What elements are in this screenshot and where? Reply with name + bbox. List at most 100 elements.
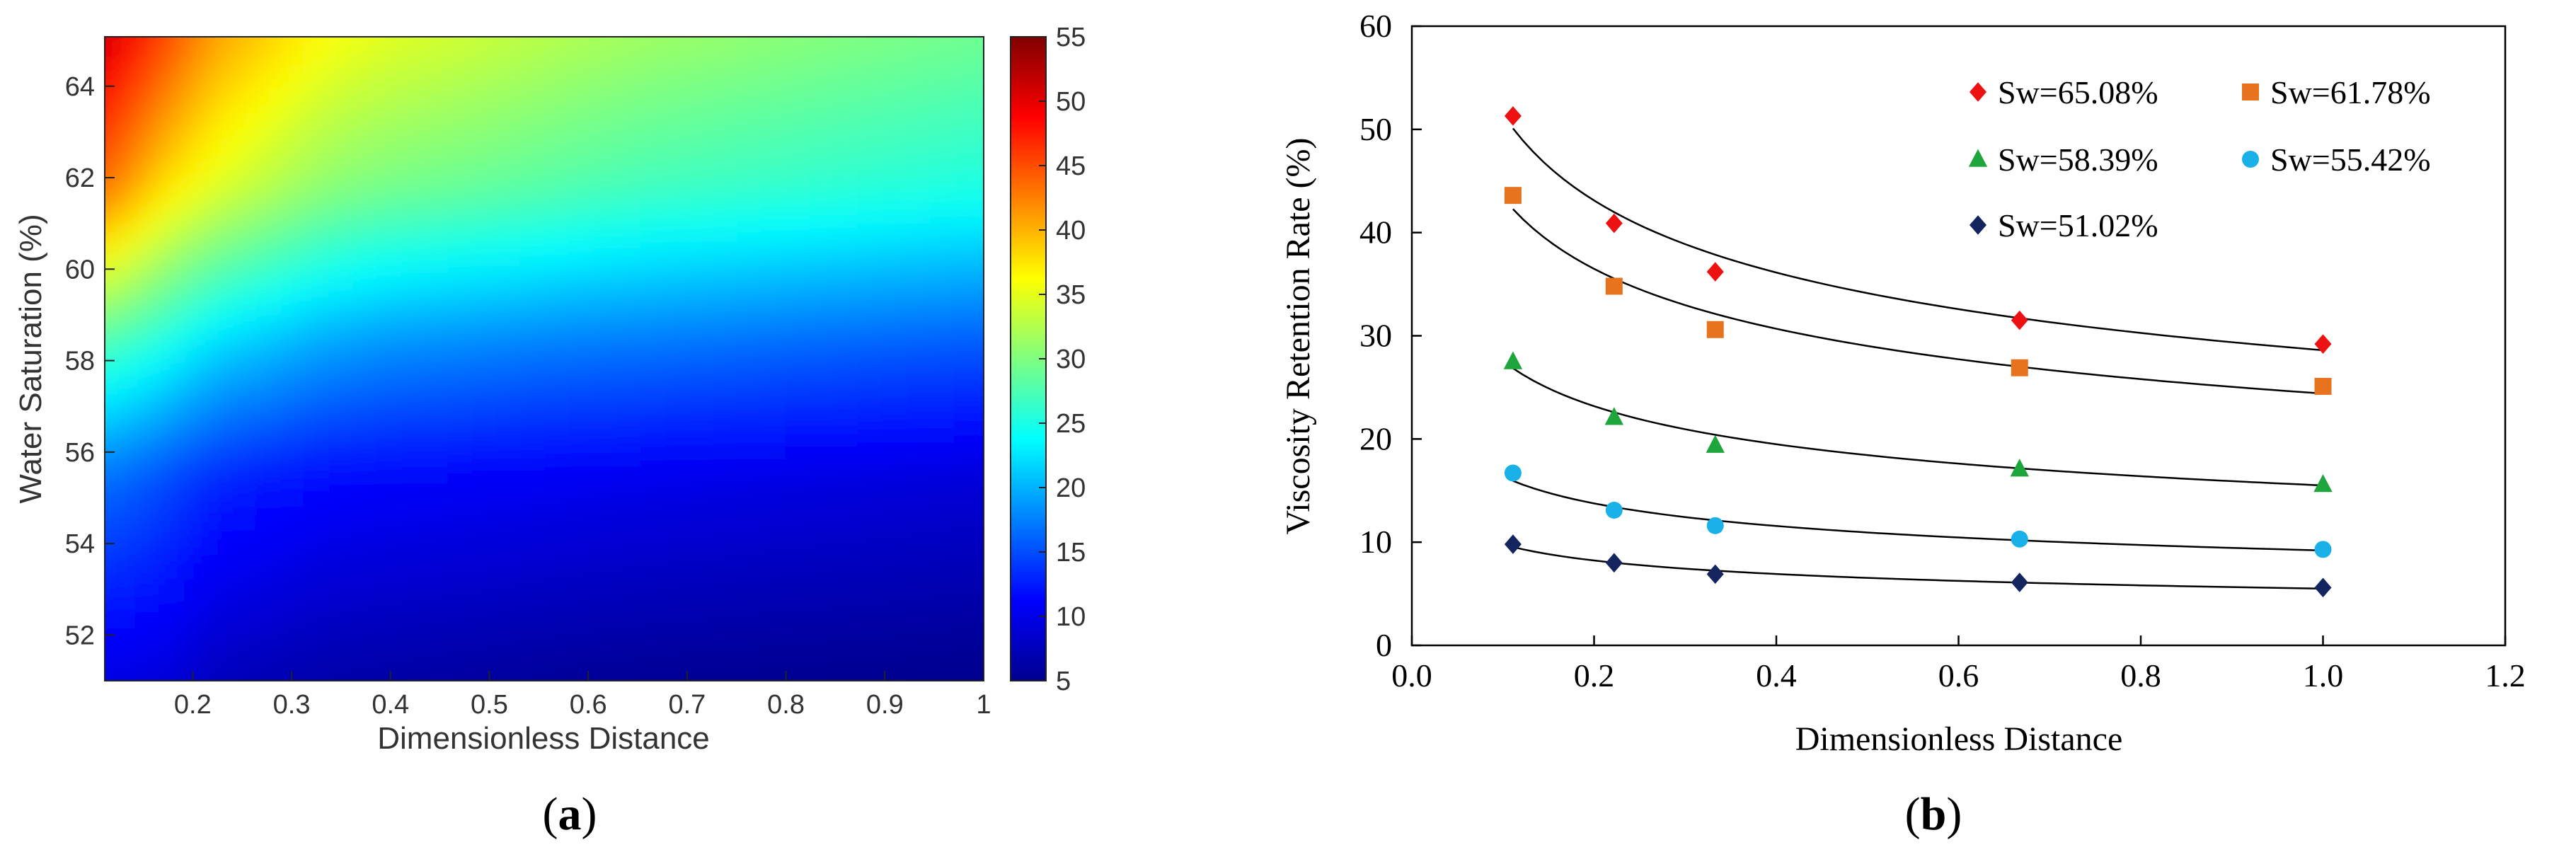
heatmap-cell: [857, 674, 882, 681]
heatmap-cell: [857, 91, 882, 117]
heatmap-cell: [905, 553, 931, 578]
heatmap-cell: [423, 359, 449, 384]
heatmap-cell: [303, 577, 328, 603]
heatmap-cell: [592, 42, 618, 68]
heatmap-cell: [953, 91, 979, 117]
heatmap-cell: [447, 383, 473, 408]
heatmap-cell: [592, 91, 618, 117]
heatmap-cell: [134, 480, 160, 505]
heatmap-cell: [761, 626, 786, 651]
heatmap-cell: [423, 407, 449, 432]
heatmap-cell: [616, 529, 642, 554]
heatmap-cell: [544, 261, 570, 287]
heatmap-cell: [689, 505, 714, 530]
heatmap-cell: [544, 237, 570, 263]
heatmap-cell: [519, 432, 545, 457]
heatmap-cell: [568, 383, 594, 408]
heatmap-cell: [592, 626, 618, 651]
heatmap-cell: [834, 0, 858, 19]
heatmap-cell: [520, 699, 545, 724]
heatmap-cell: [977, 286, 984, 311]
heatmap-cell: [110, 213, 136, 238]
heatmap-cell: [737, 383, 762, 408]
heatmap-cell: [857, 626, 882, 651]
heatmap-cell: [303, 674, 328, 681]
heatmap-cell: [134, 505, 160, 530]
heatmap-cell: [616, 674, 642, 681]
heatmap-cell: [375, 140, 401, 166]
heatmap-cell: [953, 529, 979, 554]
heatmap-cell: [929, 456, 955, 481]
heatmap-cell: [351, 601, 376, 627]
heatmap-cell: [905, 407, 931, 432]
heatmap-cell: [833, 67, 858, 93]
heatmap-cell: [953, 310, 979, 335]
heatmap-cell: [833, 505, 858, 530]
heatmap-cell: [159, 67, 184, 93]
heatmap-cell: [833, 42, 858, 68]
heatmap-cell: [471, 67, 497, 93]
heatmap-cell: [183, 456, 208, 481]
heatmap-cell: [519, 261, 545, 287]
heatmap-cell: [110, 505, 136, 530]
heatmap-cell: [737, 140, 762, 166]
heatmap-cell: [110, 674, 136, 681]
heatmap-cell: [544, 650, 570, 676]
colorbar-tick-label: 20: [1056, 473, 1086, 503]
heatmap-cell: [977, 359, 984, 384]
heatmap-cell: [857, 650, 882, 676]
heatmap-cell: [471, 91, 497, 117]
heatmap-cell: [592, 480, 618, 505]
heatmap-cell: [689, 164, 714, 190]
heatmap-cell: [544, 577, 570, 603]
heatmap-cell: [207, 529, 232, 554]
heatmap-cell: [351, 505, 376, 530]
heatmap-cell: [857, 432, 882, 457]
heatmap-cell: [713, 67, 738, 93]
heatmap-cell: [231, 553, 256, 578]
heatmap-cell: [105, 115, 112, 141]
heatmap-cell: [833, 164, 858, 190]
heatmap-x-tick-label: 0.8: [767, 690, 805, 720]
heatmap-x-tick-label: 0.7: [668, 690, 706, 720]
heatmap-cell: [689, 91, 714, 117]
scatter-x-tick-label: 0.2: [1574, 657, 1615, 693]
heatmap-cell: [544, 407, 570, 432]
heatmap-cell: [713, 505, 738, 530]
heatmap-cell: [471, 432, 497, 457]
heatmap-cell: [399, 456, 425, 481]
heatmap-cell: [303, 286, 328, 311]
heatmap-cell: [929, 407, 955, 432]
heatmap-cell: [881, 188, 907, 214]
heatmap-cell: [351, 213, 376, 238]
heatmap-cell: [977, 237, 984, 263]
heatmap-cell: [833, 432, 858, 457]
heatmap-cell: [737, 42, 762, 68]
heatmap-cell: [279, 577, 304, 603]
heatmap-cell: [303, 553, 328, 578]
heatmap-cell: [105, 164, 112, 190]
heatmap-cell: [447, 650, 473, 676]
heatmap-cell: [255, 213, 280, 238]
heatmap-cell: [665, 42, 690, 68]
heatmap-cell: [279, 261, 304, 287]
heatmap-cell: [105, 91, 112, 117]
heatmap-cell: [351, 577, 376, 603]
data-point: [2011, 310, 2028, 330]
heatmap-cell: [592, 432, 618, 457]
heatmap-cell: [207, 359, 232, 384]
heatmap-cell: [977, 407, 984, 432]
heatmap-cell: [255, 456, 280, 481]
heatmap-cell: [105, 188, 112, 214]
heatmap-cell: [568, 188, 594, 214]
heatmap-cell: [689, 261, 714, 287]
heatmap-cell: [713, 650, 738, 676]
heatmap-cell: [231, 310, 256, 335]
heatmap-cell: [279, 67, 304, 93]
heatmap-cell: [303, 261, 328, 287]
heatmap-cell: [905, 383, 931, 408]
heatmap-cell: [713, 626, 738, 651]
heatmap-cell: [375, 37, 401, 44]
heatmap-cell: [183, 286, 208, 311]
heatmap-cell: [448, 0, 473, 19]
